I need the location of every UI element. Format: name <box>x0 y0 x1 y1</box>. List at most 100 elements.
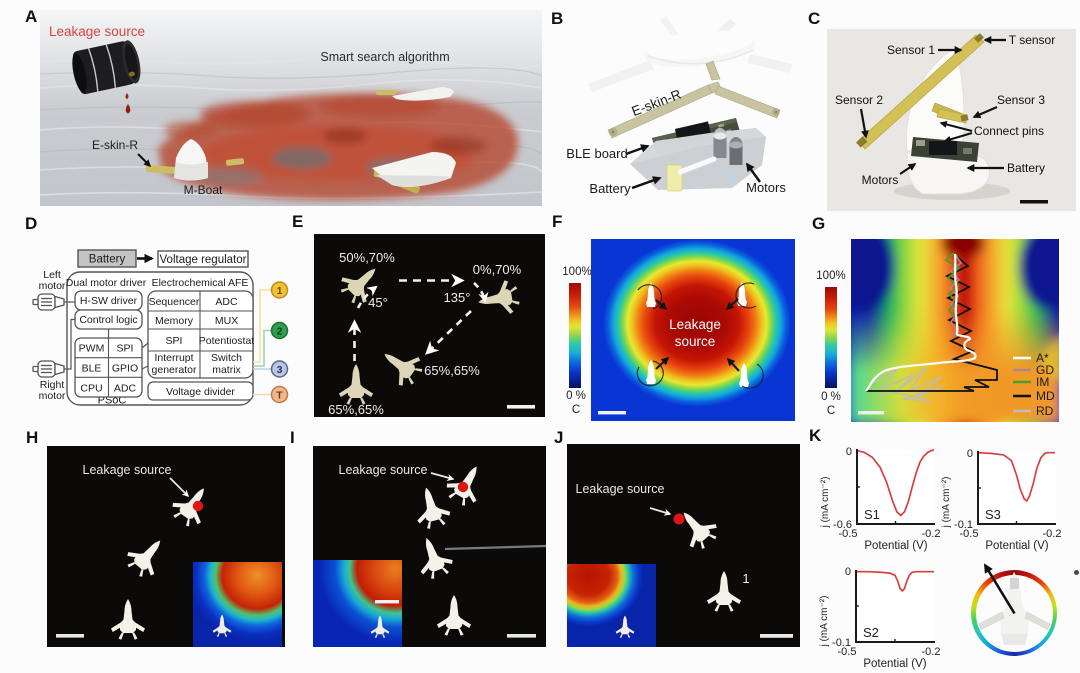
plot-s3: 0 -0.1 j (mA cm⁻²) -0.5 -0.2 Potential (… <box>941 448 1062 552</box>
mboat-label: M-Boat <box>184 183 223 197</box>
eskin-arrow-a <box>137 153 152 168</box>
curve-s3 <box>977 451 1055 503</box>
voltage-divider-label: Voltage divider <box>166 386 235 398</box>
panel-e-photo: 50%,70% 0%,70% 45° 135° 65%,65% 65%,65% <box>314 234 545 417</box>
sensor3-arrow <box>972 105 998 119</box>
plot-s1: 0 -0.6 j (mA cm⁻²) -0.5 -0.2 Potential (… <box>820 446 941 552</box>
panel-c-photo: Sensor 1 T sensor Sensor 2 Sensor 3 Conn… <box>827 29 1076 211</box>
colorbar-f-bottom-label: 0 % <box>566 390 586 402</box>
colorbar-f-unit-label: C <box>571 404 581 416</box>
eskin-label-a: E-skin-R <box>92 138 138 152</box>
red-dot-j <box>673 513 685 525</box>
panel-b-label: B <box>551 9 564 28</box>
scale-bar-h <box>56 634 84 638</box>
path-im <box>944 252 961 319</box>
scale-bar-f <box>598 411 626 415</box>
battery-label-c: Battery <box>1007 161 1045 175</box>
labels-e: 50%,70% 0%,70% 45° 135° 65%,65% 65%,65% <box>328 250 521 417</box>
switch-label-1: Switch <box>211 352 242 364</box>
panel-i-photo: Leakage source <box>313 446 546 647</box>
ble-board-arrow <box>625 144 650 156</box>
sensor1-label: Sensor 1 <box>887 43 935 57</box>
s2-ytick-0: 0 <box>845 566 851 578</box>
wheel-boat-strips <box>978 578 1051 630</box>
node-t-label: T <box>276 390 283 402</box>
boat-number-label: 1 <box>742 571 749 586</box>
node1-line <box>253 289 272 363</box>
color-wheel-overlay <box>978 563 1051 645</box>
s2-ylabel: j (mA cm⁻²) <box>819 596 830 648</box>
s3-title: S3 <box>985 507 1001 522</box>
speed-topright-label: 0%,70% <box>473 262 522 277</box>
plot-s2: 0 -0.1 j (mA cm⁻²) -0.5 -0.2 Potential (… <box>819 566 940 670</box>
dual-motor-driver-label: Dual motor driver <box>66 277 147 289</box>
speed-topleft-label: 50%,70% <box>339 250 395 265</box>
arrow-f-topleft <box>655 299 668 311</box>
inset-i <box>313 560 402 647</box>
sensor2-arrow <box>859 108 869 139</box>
pcb-c <box>911 137 979 162</box>
direction-arrow <box>983 563 1016 615</box>
scale-bar-c <box>1020 200 1048 204</box>
node-1-circle <box>270 281 289 299</box>
leakage-i-arrow <box>430 472 455 481</box>
leakage-h-arrow <box>169 477 190 498</box>
pwm-label: PWM <box>79 343 105 355</box>
panel-d-label: D <box>25 214 38 233</box>
s2-xlabel: Potential (V) <box>863 658 926 670</box>
memory-label: Memory <box>155 315 194 327</box>
swirl-f-topleft <box>637 284 663 310</box>
colorbar-g-unit-label: C <box>826 405 836 417</box>
control-logic-label: Control logic <box>79 314 137 326</box>
hsw-driver-label: H-SW driver <box>80 295 138 307</box>
leakage-i-label: Leakage source <box>339 463 428 477</box>
colorbar-g-top-label: 100% <box>816 270 846 282</box>
voltage-divider-box <box>147 381 254 401</box>
smart-search-label: Smart search algorithm <box>320 50 449 64</box>
scale-bar-e <box>507 405 535 409</box>
gpio-label: GPIO <box>112 363 138 375</box>
scale-bar-i-inset <box>375 600 399 604</box>
motors-label-b: Motors <box>746 180 786 195</box>
leakage-j-label: Leakage source <box>576 482 665 496</box>
panel-d-diagram: Battery Voltage regulator Dual motor dri… <box>32 249 289 407</box>
s3-xtick-right: -0.2 <box>1043 528 1062 540</box>
connect-pins-arrow-1 <box>939 120 973 132</box>
speed-mid-label: 65%,65% <box>424 363 480 378</box>
interrupt-label-2: generator <box>152 364 197 376</box>
stray-dot <box>1074 570 1079 575</box>
s1-ytick-0: 0 <box>846 446 852 458</box>
panel-j-photo: Leakage source 1 <box>567 444 800 647</box>
interrupt-label-1: Interrupt <box>154 352 193 364</box>
connect-pins-label: Connect pins <box>974 124 1044 138</box>
left-motor-label-1: Left <box>43 269 61 281</box>
s3-ytick-min: -0.1 <box>954 519 973 531</box>
panel-g-heatmap: A* GD IM MD RD <box>851 239 1059 422</box>
curve-s2 <box>856 570 934 593</box>
adc-label: ADC <box>114 383 137 395</box>
angle-45-label: 45° <box>368 295 388 310</box>
spi-label: SPI <box>117 343 134 355</box>
path-astar <box>865 253 977 392</box>
battery-label-b: Battery <box>589 181 631 196</box>
arrow-f-bottomleft <box>655 356 670 370</box>
s2-ytick-min: -0.1 <box>832 637 851 649</box>
panel-a-label: A <box>25 7 38 26</box>
legend-label-gd: GD <box>1036 363 1054 377</box>
panel-a-scene: Leakage source Smart search algorithm E-… <box>40 10 542 206</box>
s3-ytick-0: 0 <box>967 448 973 460</box>
s1-xtick-right: -0.2 <box>922 528 941 540</box>
battery-box-label: Battery <box>89 254 126 266</box>
colorbar-f <box>569 283 581 388</box>
ble-board-label: BLE board <box>566 146 627 161</box>
s3-xlabel: Potential (V) <box>985 540 1048 552</box>
node-2-label: 2 <box>277 326 283 338</box>
red-dot-i <box>457 481 469 493</box>
s1-xtick-left: -0.5 <box>839 528 858 540</box>
voltage-regulator-box <box>157 250 249 268</box>
path-arrow-diag <box>425 310 472 355</box>
legend-label-md: MD <box>1036 389 1055 403</box>
s3-xtick-left: -0.5 <box>960 528 979 540</box>
curve-s1 <box>856 449 935 517</box>
adc-afe-label: ADC <box>215 296 238 308</box>
